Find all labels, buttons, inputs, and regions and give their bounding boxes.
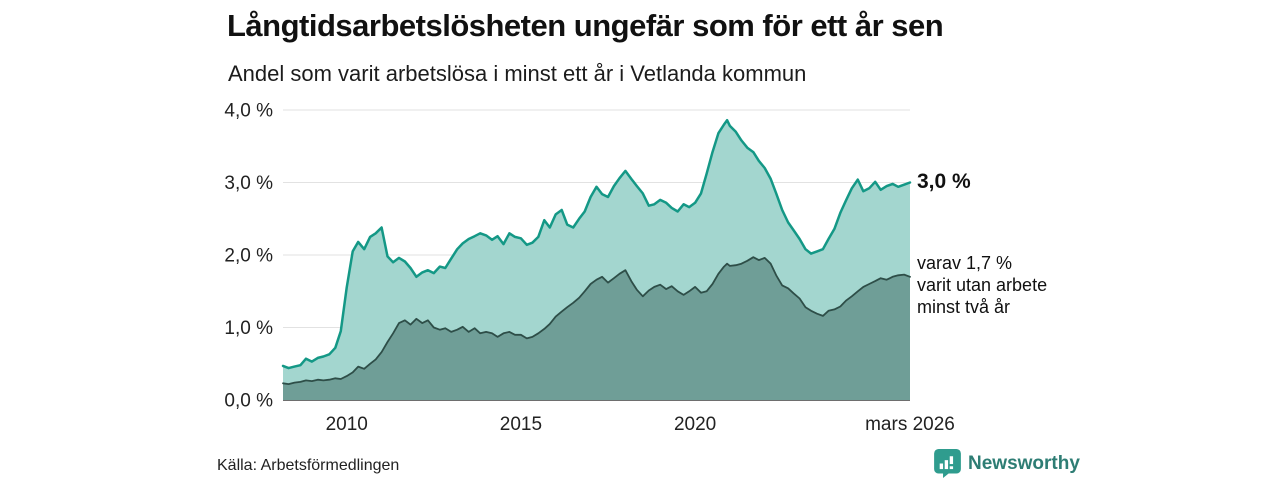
two-year-annotation: varav 1,7 % varit utan arbete minst två … — [917, 252, 1047, 318]
y-tick-label: 3,0 % — [224, 173, 273, 194]
x-tick-label: 2015 — [500, 414, 542, 435]
y-tick-label: 0,0 % — [224, 391, 273, 412]
newsworthy-logo-icon — [934, 449, 961, 478]
x-tick-label: 2020 — [674, 414, 716, 435]
y-tick-label: 1,0 % — [224, 318, 273, 339]
unemployment-area-chart: 0,0 % 1,0 % 2,0 % 3,0 % 4,0 % 2010 2015 2020 mar… — [224, 101, 955, 436]
y-tick-label: 2,0 % — [224, 246, 273, 267]
page-title: Långtidsarbetslösheten ungefär som för e… — [227, 8, 944, 43]
y-tick-label: 4,0 % — [224, 101, 273, 122]
area-series-1 — [283, 257, 910, 400]
chart-subtitle: Andel som varit arbetslösa i minst ett å… — [228, 61, 807, 86]
newsworthy-logo-text: Newsworthy — [968, 452, 1080, 474]
two-year-annotation-line1: varav 1,7 % — [917, 253, 1013, 273]
line-series-1 — [282, 256, 911, 385]
x-tick-label: mars 2026 — [865, 414, 955, 435]
two-year-annotation-line3: minst två år — [917, 297, 1011, 317]
x-tick-label: 2010 — [326, 414, 368, 435]
source-attribution: Källa: Arbetsförmedlingen — [217, 457, 400, 474]
total-end-value-label: 3,0 % — [917, 170, 971, 193]
newsworthy-brand: Newsworthy — [934, 449, 1080, 478]
line-series-0 — [281, 118, 912, 370]
two-year-annotation-line2: varit utan arbete — [917, 275, 1048, 295]
